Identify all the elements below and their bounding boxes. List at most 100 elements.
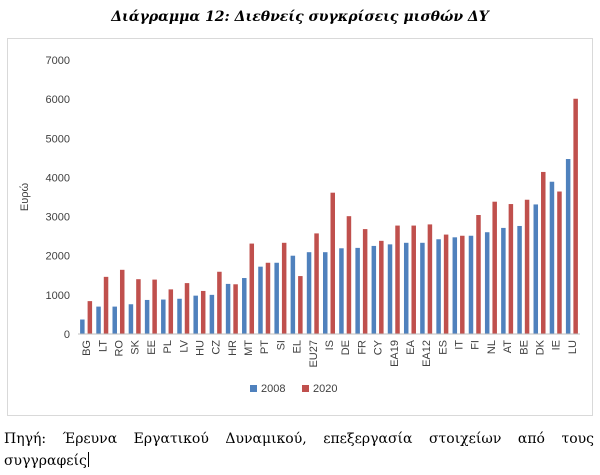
legend-label-2020: 2020 (313, 383, 337, 395)
bar-2008-HU (193, 295, 198, 334)
bar-2008-RO (112, 306, 117, 334)
x-tick-label: HU (194, 340, 206, 356)
bar-2020-LU (573, 98, 578, 334)
bar-2008-SI (274, 262, 279, 334)
legend-label-2008: 2008 (261, 383, 285, 395)
x-tick-label: ES (437, 340, 449, 355)
y-tick-label: 3000 (46, 212, 70, 224)
bar-2020-EE (152, 279, 157, 334)
x-tick-label: LV (178, 339, 190, 352)
bar-2008-AT (501, 227, 506, 334)
x-tick-label: PT (259, 340, 271, 354)
bar-2020-EL (298, 276, 303, 334)
x-axis-ticks: BG LT RO SK EE PL LV HU CZ HR MT PT SI EL EU27 IS DE FR CY… (81, 339, 579, 367)
x-tick-label: EA19 (389, 340, 401, 367)
bar-2020-EA (411, 225, 416, 334)
bar-2008-LV (177, 298, 182, 334)
source-text: Πηγή: Έρευνα Εργατικού Δυναμικού, επεξερ… (4, 431, 594, 469)
chart-frame (7, 38, 593, 416)
bars (80, 98, 578, 334)
bar-2020-HR (233, 284, 238, 334)
x-tick-label: CZ (211, 340, 223, 355)
bar-2020-SI (281, 242, 287, 334)
bar-2020-LV (184, 283, 190, 334)
bar-2008-FR (355, 247, 360, 334)
bar-2020-EA12 (427, 224, 433, 334)
y-tick-label: 2000 (46, 251, 70, 263)
bar-2008-NL (484, 232, 490, 334)
x-tick-label: EA (405, 339, 417, 354)
x-tick-label: AT (502, 340, 514, 354)
x-tick-label: PL (162, 340, 174, 353)
bar-2020-HU (200, 290, 206, 334)
bar-2008-FI (468, 235, 474, 334)
bar-2020-DE (346, 216, 352, 334)
bar-2020-FR (362, 229, 368, 334)
bar-2008-BG (80, 319, 85, 334)
bar-2008-PL (161, 299, 166, 334)
x-tick-label: CY (373, 339, 385, 355)
bar-2008-DE (339, 248, 344, 334)
bar-2008-BE (517, 225, 522, 334)
y-tick-label: 0 (64, 329, 70, 341)
bar-2008-PT (258, 266, 263, 334)
chart-title: Διάγραμμα 12: Διεθνείς συγκρίσεις μισθών… (111, 9, 489, 25)
x-tick-label: NL (486, 340, 498, 354)
bar-2008-MT (242, 278, 247, 334)
x-tick-label: BG (81, 340, 93, 356)
text-cursor (87, 452, 89, 467)
x-tick-label: RO (113, 340, 125, 357)
x-tick-label: MT (243, 340, 255, 356)
bar-2020-DK (541, 171, 546, 334)
x-tick-label: EA12 (421, 340, 433, 367)
x-tick-label: FI (470, 340, 482, 350)
x-tick-label: LT (97, 340, 109, 352)
x-tick-label: EL (292, 340, 304, 353)
x-tick-label: SI (275, 340, 287, 350)
legend-swatch-2020 (302, 385, 309, 392)
bar-2020-CY (379, 240, 384, 334)
bar-2008-SK (128, 304, 134, 334)
bar-2008-EA12 (420, 242, 425, 334)
x-tick-label: EU27 (308, 340, 320, 368)
bar-2008-LT (96, 306, 101, 334)
bar-2020-LT (103, 276, 109, 334)
bar-2020-AT (508, 204, 514, 334)
x-tick-label: IE (551, 340, 563, 350)
bar-2020-FI (476, 215, 481, 334)
bar-2020-BG (87, 301, 93, 334)
y-tick-label: 7000 (46, 55, 70, 67)
x-tick-label: DK (535, 339, 547, 355)
bar-2008-CZ (209, 294, 215, 334)
bar-2008-EL (290, 255, 296, 334)
y-tick-label: 1000 (46, 290, 70, 302)
x-tick-label: EE (146, 340, 158, 355)
x-tick-label: SK (130, 339, 142, 354)
y-tick-label: 4000 (46, 172, 70, 184)
bar-2020-EU27 (314, 233, 319, 334)
bar-2008-CY (371, 245, 377, 334)
bar-2008-IE (549, 181, 555, 334)
y-tick-label: 5000 (46, 133, 70, 145)
x-tick-label: IT (454, 340, 466, 350)
x-tick-label: HR (227, 340, 239, 356)
bar-2020-SK (136, 279, 141, 334)
legend: 2008 2020 (250, 383, 337, 395)
bar-chart: 0 1000 2000 3000 4000 5000 6000 7000 Ευρώ BG LT R… (19, 55, 580, 395)
bar-2008-EU27 (306, 252, 312, 334)
bar-2020-IS (330, 192, 335, 334)
y-axis-label: Ευρώ (19, 182, 31, 211)
x-tick-label: BE (518, 340, 530, 355)
bar-2020-RO (119, 269, 125, 334)
x-tick-label: IS (324, 340, 336, 350)
x-tick-label: FR (356, 340, 368, 355)
bar-2020-CZ (217, 271, 222, 334)
bar-2020-PT (265, 262, 271, 334)
bar-2008-EA (403, 242, 409, 334)
bar-2008-EA19 (387, 244, 393, 334)
bar-2008-EE (144, 299, 150, 334)
bar-2020-IE (557, 191, 562, 334)
bar-2020-NL (492, 201, 497, 334)
bar-2008-DK (533, 204, 539, 334)
bar-2008-IS (323, 252, 328, 334)
